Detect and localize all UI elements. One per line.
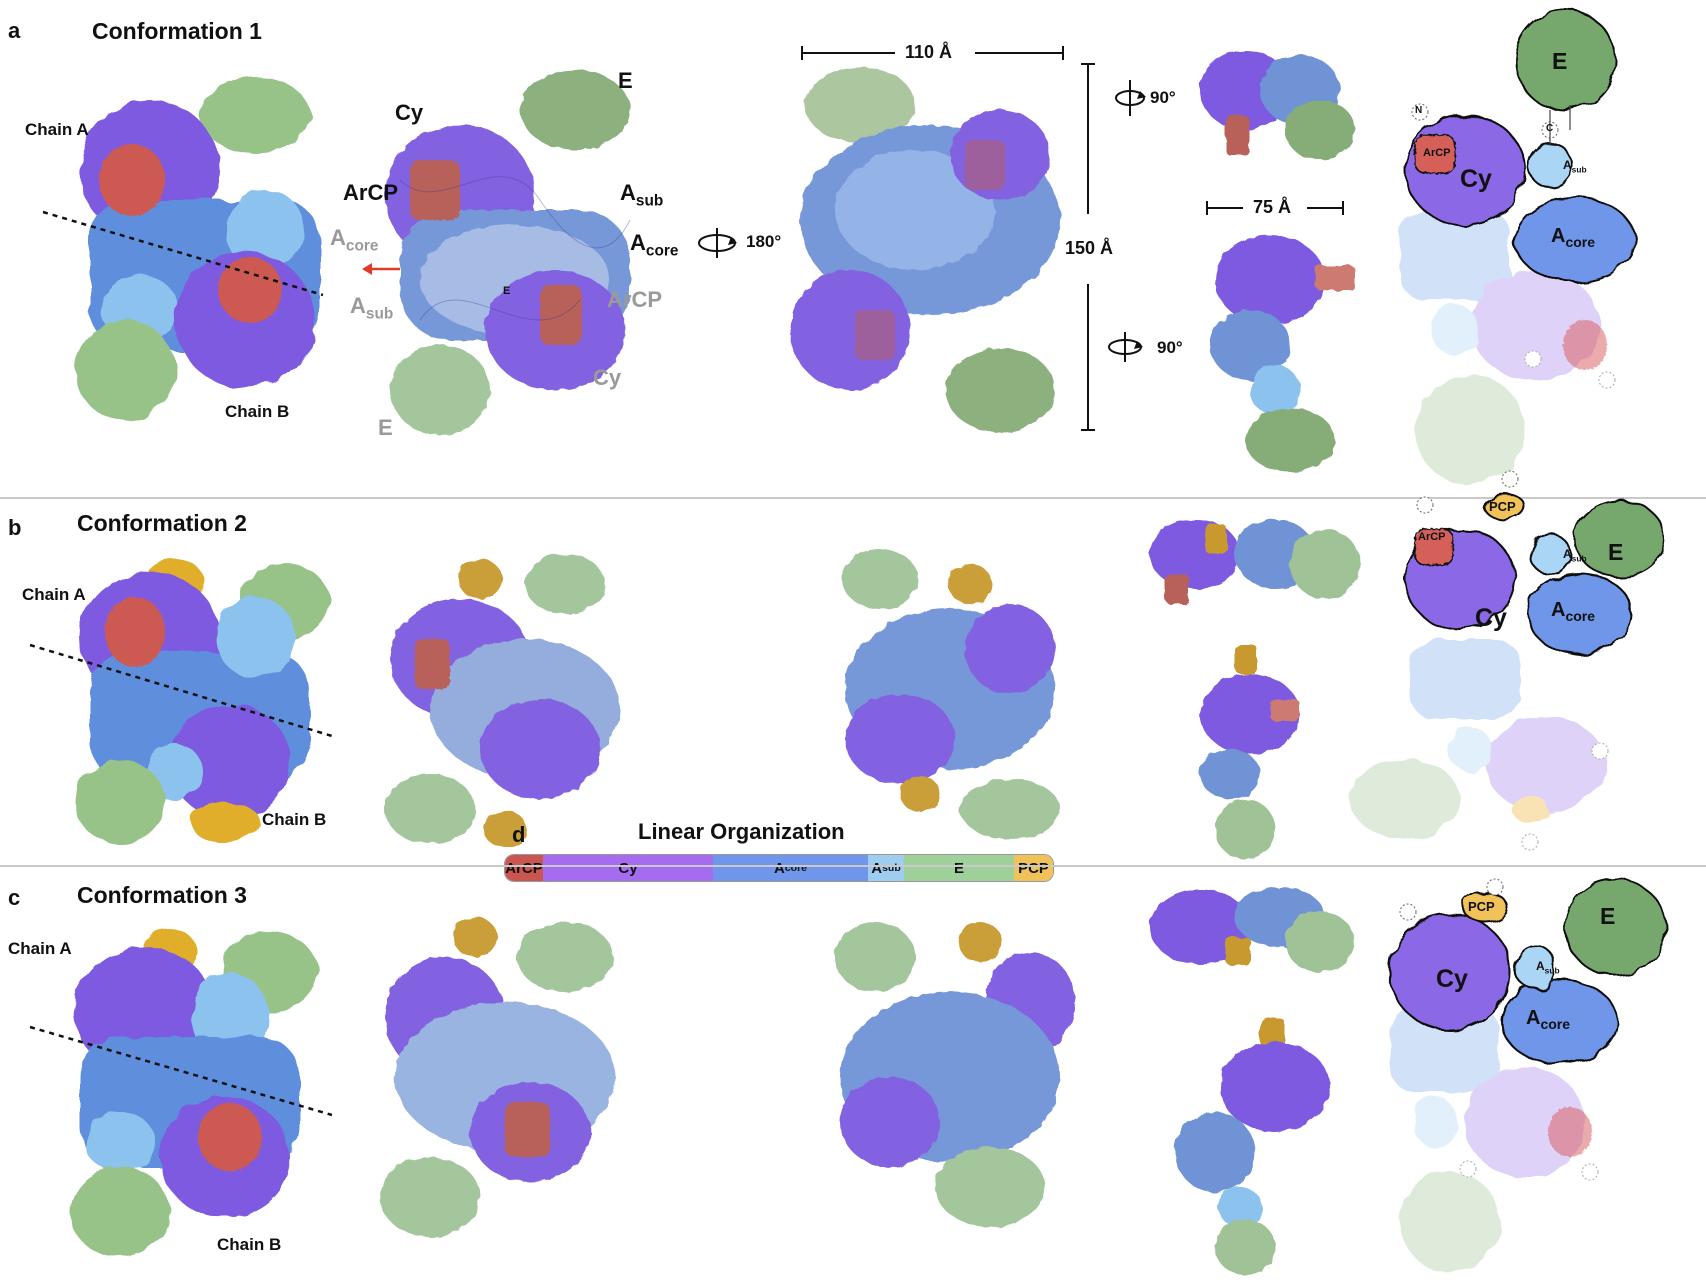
- cartoon-model-a1: [385, 70, 631, 435]
- sch-a-cy: Cy: [1460, 165, 1492, 193]
- sch-c-pcp: PCP: [1468, 899, 1495, 914]
- panel-label-c: c: [8, 885, 21, 910]
- sch-c-asub: Asub: [1536, 959, 1560, 976]
- rotate-90-bottom-label: 90°: [1157, 338, 1183, 357]
- sch-a-n: N: [1415, 105, 1423, 116]
- density-e-bottom: [75, 320, 175, 420]
- panel-label-a: a: [8, 18, 21, 43]
- domain-cy: Cy: [543, 855, 713, 881]
- cartoon-side-view-c-top: [1150, 887, 1355, 972]
- chain-b-label: Chain B: [225, 402, 290, 421]
- label-e-gray: E: [378, 415, 393, 440]
- cartoon-model-b1: [385, 554, 620, 847]
- cartoon-side-view-b-top: [1150, 519, 1360, 604]
- label-acore-gray: Acore: [330, 225, 379, 255]
- divider-ab: [0, 497, 1706, 499]
- panel-title-c: Conformation 3: [77, 882, 247, 908]
- dashed-plane-c: [29, 1025, 333, 1117]
- sch-a-acore: Acore: [1551, 225, 1596, 250]
- rotate-90-top-icon: [1115, 80, 1146, 116]
- chain-a-label: Chain A: [25, 120, 89, 139]
- cartoon-model-a2: [790, 67, 1060, 432]
- cartoon-side-view-c-bottom: [1175, 1017, 1330, 1275]
- schematic-b: [1350, 470, 1666, 851]
- red-arrow-icon: [362, 263, 400, 275]
- label-asub-gray: Asub: [350, 293, 394, 323]
- chain-a-label-c: Chain A: [8, 939, 72, 958]
- label-arcp-gray: ArCP: [607, 287, 663, 312]
- dimension-bar-75: [1206, 200, 1344, 216]
- dimension-bar-150: [1080, 63, 1096, 431]
- density-map-c: [29, 930, 333, 1257]
- density-map-a: [42, 77, 324, 420]
- rotate-90-bottom-icon: [1108, 332, 1143, 362]
- sch-b-cy: Cy: [1475, 604, 1507, 632]
- domain-arcp: ArCP: [505, 855, 543, 881]
- cartoon-model-c2: [835, 922, 1075, 1227]
- sch-b-acore: Acore: [1551, 599, 1596, 624]
- cartoon-model-b2: [842, 549, 1060, 839]
- sch-b-asub: Asub: [1563, 547, 1587, 564]
- sch-c-e: E: [1600, 903, 1616, 929]
- panel-a: a Conformation 1 Chain A Chain B: [0, 0, 1706, 497]
- label-cy: Cy: [395, 100, 424, 125]
- sch-a-arcp: ArCP: [1423, 147, 1451, 159]
- dimension-150-label: 150 Å: [1065, 238, 1114, 258]
- label-arcp: ArCP: [343, 180, 399, 205]
- panel-label-d: d: [512, 822, 526, 847]
- chain-a-label-b: Chain A: [22, 585, 86, 604]
- dimension-110-label: 110 Å: [905, 42, 953, 62]
- density-asub-a: [225, 190, 305, 270]
- density-map-b: [29, 560, 333, 844]
- cartoon-side-view-a-top: [1200, 50, 1355, 160]
- sch-a-asub: Asub: [1563, 158, 1587, 175]
- label-asub: Asub: [620, 180, 664, 210]
- panel-title-d: Linear Organization: [638, 819, 845, 844]
- density-arcp-a: [99, 144, 165, 216]
- dashed-plane: [42, 210, 324, 297]
- chain-b-label-c: Chain B: [217, 1235, 282, 1254]
- schematic-c: [1389, 878, 1666, 1272]
- domain-e: E: [904, 855, 1014, 881]
- cartoon-side-view-b-bottom: [1200, 644, 1300, 859]
- sch-a-e: E: [1552, 48, 1568, 74]
- sch-c-acore: Acore: [1526, 1007, 1571, 1032]
- sch-b-e: E: [1608, 539, 1624, 565]
- label-cy-gray: Cy: [593, 365, 622, 390]
- dashed-plane-b: [29, 643, 333, 738]
- chain-b-label-b: Chain B: [262, 810, 327, 829]
- panel-b: b Conformation 2 Chain A Chain B: [0, 470, 1706, 865]
- density-arcp-b: [218, 257, 282, 323]
- rotate-90-top-label: 90°: [1150, 88, 1176, 107]
- cartoon-model-c1: [380, 917, 615, 1237]
- density-e-top: [200, 77, 310, 153]
- sch-c-cy: Cy: [1436, 965, 1468, 993]
- dimension-bar-110: [801, 45, 1064, 61]
- rotate-180-label: 180°: [746, 232, 782, 251]
- rotate-180-icon: [698, 228, 737, 258]
- panel-c: c Conformation 3 Chain A Chain B: [0, 867, 1706, 1280]
- sch-b-arcp: ArCP: [1418, 531, 1446, 543]
- sch-b-pcp: PCP: [1489, 499, 1516, 514]
- label-e-small: E: [503, 285, 511, 297]
- sch-a-c: C: [1546, 123, 1554, 134]
- divider-bc: [0, 865, 1706, 867]
- domain-pcp: PCP: [1014, 855, 1053, 881]
- cartoon-side-view-a-bottom: [1210, 235, 1355, 472]
- schematic-a: [1400, 9, 1636, 485]
- label-e: E: [618, 68, 633, 93]
- panel-title-a: Conformation 1: [92, 18, 262, 44]
- panel-title-b: Conformation 2: [77, 510, 247, 536]
- label-acore: Acore: [630, 230, 679, 260]
- dimension-75-label: 75 Å: [1253, 197, 1292, 217]
- panel-label-b: b: [8, 515, 22, 540]
